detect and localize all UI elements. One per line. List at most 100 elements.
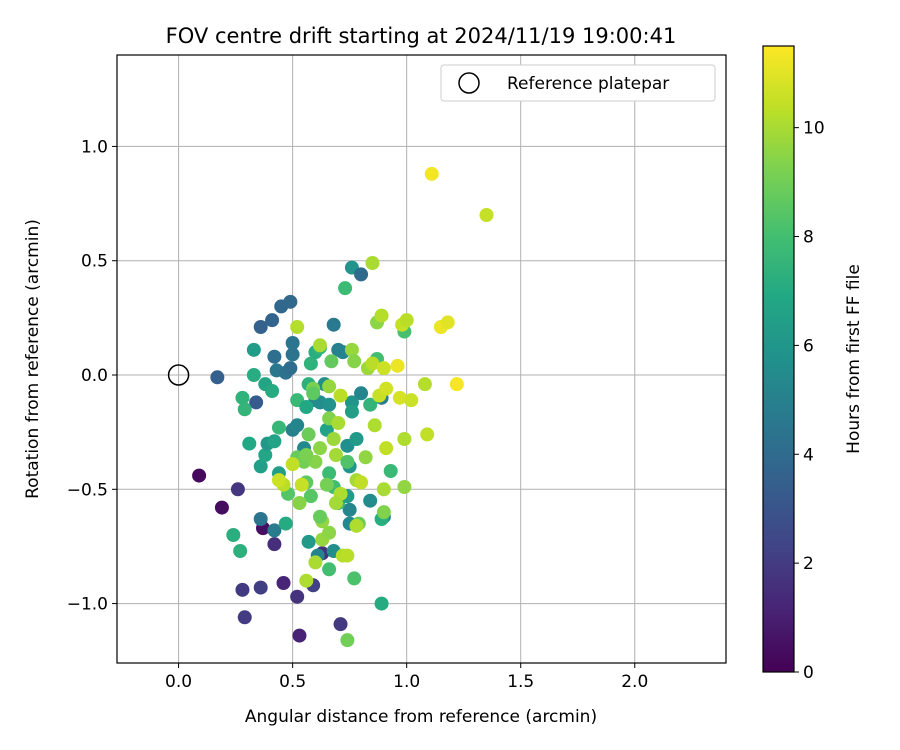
data-point (440, 315, 455, 330)
colorbar-tick-label: 10 (803, 119, 825, 139)
data-point (303, 356, 318, 371)
axes-background (117, 55, 726, 663)
data-point (365, 356, 380, 371)
colorbar-tick-label: 0 (803, 663, 814, 683)
data-point (237, 610, 252, 625)
data-point (278, 516, 293, 531)
data-point (306, 386, 321, 401)
data-point (265, 313, 280, 328)
data-point (267, 537, 282, 552)
data-point (424, 166, 439, 181)
data-point (285, 347, 300, 362)
data-point (399, 313, 414, 328)
data-point (363, 493, 378, 508)
data-point (292, 628, 307, 643)
colorbar-ticks: 0 2 4 6 8 10 (794, 119, 825, 683)
data-point (237, 402, 252, 417)
data-point (379, 441, 394, 456)
data-point (333, 388, 348, 403)
data-point (290, 418, 305, 433)
data-point (313, 509, 327, 524)
data-point (322, 379, 337, 394)
data-point (338, 281, 353, 296)
data-point (404, 393, 419, 408)
data-point (397, 432, 412, 446)
data-point (233, 544, 248, 558)
data-point (283, 294, 298, 309)
y-tick-label: 1.0 (81, 137, 108, 157)
data-point (285, 457, 300, 472)
data-point (253, 512, 268, 526)
data-point (420, 427, 435, 442)
data-point (397, 480, 412, 494)
data-point (301, 534, 316, 549)
data-point (354, 267, 369, 282)
data-point (249, 395, 264, 410)
data-point (242, 436, 257, 451)
data-point (290, 320, 305, 334)
data-point (349, 432, 364, 446)
data-point (322, 562, 337, 577)
data-point (299, 573, 314, 588)
data-point (322, 466, 337, 481)
data-point (319, 477, 334, 492)
reference-platepar-marker (167, 364, 190, 386)
data-point (340, 454, 355, 469)
data-point (376, 505, 391, 520)
data-point (367, 418, 382, 433)
colorbar-tick-label: 4 (803, 445, 814, 465)
data-point (267, 434, 282, 449)
data-point (347, 571, 362, 586)
data-point (210, 370, 225, 385)
data-point (322, 525, 337, 540)
data-point (344, 342, 359, 357)
data-point (230, 482, 245, 497)
data-point (383, 464, 398, 478)
data-point (340, 633, 355, 648)
data-point (328, 448, 343, 462)
x-tick-label: 1.0 (393, 672, 420, 692)
colorbar: 0 2 4 6 8 10 Hours from first FF file (762, 45, 864, 683)
data-point (313, 441, 327, 456)
y-tick-label: −0.5 (67, 480, 108, 500)
data-point (347, 354, 362, 369)
data-point (340, 548, 355, 563)
data-point (285, 336, 300, 350)
data-point (283, 361, 298, 376)
x-tick-label: 0.0 (165, 672, 192, 692)
data-point (258, 448, 273, 462)
data-point (365, 256, 380, 270)
data-point (328, 496, 343, 510)
data-point (374, 308, 389, 323)
data-point (214, 500, 229, 515)
legend-entry-reference: Reference platepar (507, 74, 669, 94)
data-point (246, 368, 261, 382)
data-point (392, 390, 407, 405)
data-point (253, 320, 268, 334)
data-point (326, 432, 341, 446)
data-point (301, 427, 316, 442)
data-point (292, 496, 307, 510)
data-point (354, 475, 369, 490)
data-point (299, 448, 314, 462)
x-axis-ticks: 0.0 0.5 1.0 1.5 2.0 (165, 663, 648, 692)
data-point (363, 397, 378, 412)
data-point (326, 317, 341, 332)
data-point (265, 384, 280, 398)
data-point (376, 482, 391, 497)
data-point (271, 420, 286, 435)
data-point (379, 381, 394, 396)
data-point (358, 450, 373, 465)
data-point (235, 582, 250, 597)
data-point (271, 473, 286, 488)
data-point (290, 589, 305, 604)
data-point (331, 416, 346, 430)
data-point (267, 523, 282, 538)
colorbar-tick-label: 2 (803, 554, 814, 574)
y-axis-ticks: −1.0 −0.5 0.0 0.5 1.0 (67, 137, 117, 615)
data-point (276, 576, 291, 590)
colorbar-gradient (762, 45, 795, 673)
axes-frame (116, 54, 727, 664)
chart-title: FOV centre drift starting at 2024/11/19 … (166, 24, 677, 48)
